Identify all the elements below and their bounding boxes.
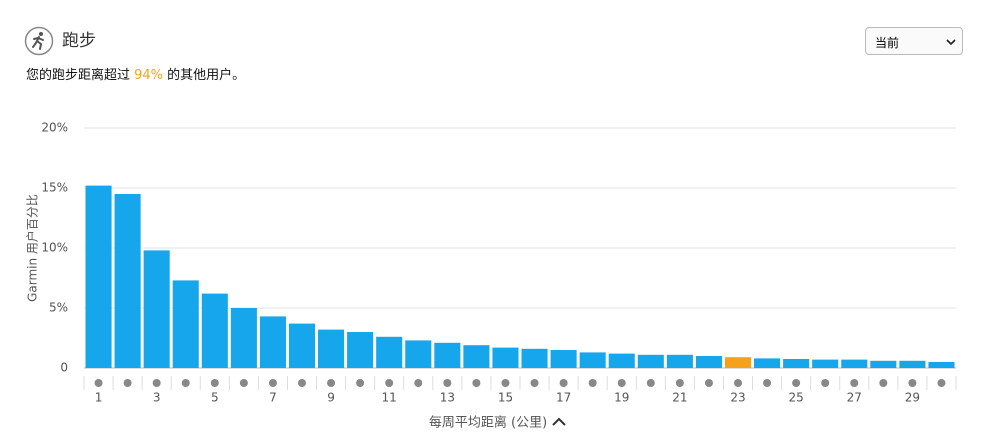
bar bbox=[666, 354, 693, 368]
bar bbox=[463, 345, 490, 368]
bar bbox=[724, 357, 752, 368]
x-tick-label: 27 bbox=[847, 391, 862, 405]
bar bbox=[405, 340, 432, 368]
x-tick-label: 13 bbox=[440, 391, 455, 405]
bar bbox=[754, 358, 781, 368]
bar bbox=[201, 293, 228, 368]
period-select[interactable]: 当前 bbox=[865, 27, 963, 55]
bar bbox=[288, 323, 316, 368]
category-dot bbox=[937, 379, 946, 387]
bar bbox=[143, 250, 170, 368]
summary-percent: 94% bbox=[134, 68, 164, 83]
y-tick-label: 15% bbox=[41, 181, 68, 195]
category-dot bbox=[385, 379, 394, 387]
category-dot bbox=[617, 379, 626, 387]
x-tick-label: 9 bbox=[327, 391, 335, 405]
bar bbox=[550, 350, 577, 368]
category-dot bbox=[588, 379, 597, 387]
category-dot bbox=[298, 379, 306, 387]
y-tick-label: 10% bbox=[41, 241, 68, 255]
x-tick-label: 25 bbox=[788, 391, 803, 405]
bar bbox=[318, 329, 345, 368]
bar bbox=[114, 194, 141, 368]
category-dot bbox=[850, 379, 859, 387]
title: 跑步 bbox=[62, 31, 96, 51]
x-tick-label: 29 bbox=[905, 391, 920, 405]
x-tick-label: 17 bbox=[556, 391, 571, 405]
select-arrow bbox=[946, 39, 956, 46]
bar bbox=[870, 360, 897, 368]
category-dot bbox=[181, 379, 190, 387]
y-axis-label: Garmin 用户百分比 bbox=[25, 194, 40, 302]
collapse-icon[interactable] bbox=[552, 417, 566, 426]
select-text: 当前 bbox=[875, 36, 900, 50]
x-tick-label: 19 bbox=[614, 391, 629, 405]
category-dot bbox=[908, 379, 917, 387]
category-dot bbox=[327, 379, 336, 387]
bar bbox=[85, 185, 112, 368]
category-dot bbox=[559, 379, 568, 387]
x-tick-label: 5 bbox=[211, 391, 219, 405]
category-dot bbox=[821, 379, 830, 387]
bar bbox=[695, 356, 722, 368]
x-tick-label: 11 bbox=[382, 391, 397, 405]
x-tick-label: 7 bbox=[269, 391, 277, 405]
bar bbox=[608, 353, 635, 368]
run-icon bbox=[24, 26, 54, 56]
x-axis-label: 每周平均距离 (公里) bbox=[429, 415, 547, 431]
bar bbox=[928, 362, 955, 368]
category-dot bbox=[501, 379, 510, 387]
y-tick-label: 5% bbox=[49, 301, 68, 315]
category-dot bbox=[123, 379, 132, 387]
summary-text: 的其他用户。 bbox=[163, 68, 246, 83]
category-dot bbox=[94, 379, 103, 387]
bar bbox=[899, 360, 926, 368]
bar bbox=[376, 336, 403, 368]
bar bbox=[637, 354, 664, 368]
bar bbox=[812, 359, 839, 368]
category-dot bbox=[356, 379, 365, 387]
bar bbox=[521, 348, 548, 368]
category-dot bbox=[239, 379, 248, 387]
bar bbox=[579, 352, 606, 368]
category-dot bbox=[414, 379, 423, 387]
category-dot bbox=[675, 379, 684, 387]
category-dot bbox=[879, 379, 888, 387]
x-tick-label: 21 bbox=[672, 391, 687, 405]
bar bbox=[841, 359, 868, 368]
category-dot bbox=[646, 379, 655, 387]
bar bbox=[347, 332, 374, 368]
bar bbox=[783, 359, 810, 368]
bar bbox=[434, 342, 461, 368]
category-dot bbox=[734, 379, 742, 387]
y-tick-label: 0 bbox=[60, 361, 68, 375]
category-dot bbox=[210, 379, 219, 387]
x-tick-label: 1 bbox=[95, 391, 103, 405]
x-tick-label: 23 bbox=[730, 391, 745, 405]
category-dot bbox=[792, 379, 801, 387]
category-dot bbox=[472, 379, 481, 387]
bar bbox=[172, 280, 199, 368]
x-tick-label: 3 bbox=[153, 391, 161, 405]
category-dot bbox=[268, 379, 277, 387]
category-dot bbox=[152, 379, 161, 387]
bar bbox=[492, 347, 519, 368]
summary: 您的跑步距离超过 94% 的其他用户。 bbox=[26, 64, 245, 83]
category-dot bbox=[704, 379, 713, 387]
category-dot bbox=[763, 379, 772, 387]
category-dot bbox=[530, 379, 539, 387]
category-dot bbox=[443, 379, 452, 387]
bar bbox=[230, 308, 257, 368]
bar bbox=[259, 316, 286, 368]
y-tick-label: 20% bbox=[41, 121, 68, 135]
summary-text: 您的跑步距离超过 bbox=[26, 68, 135, 83]
x-tick-label: 15 bbox=[498, 391, 513, 405]
